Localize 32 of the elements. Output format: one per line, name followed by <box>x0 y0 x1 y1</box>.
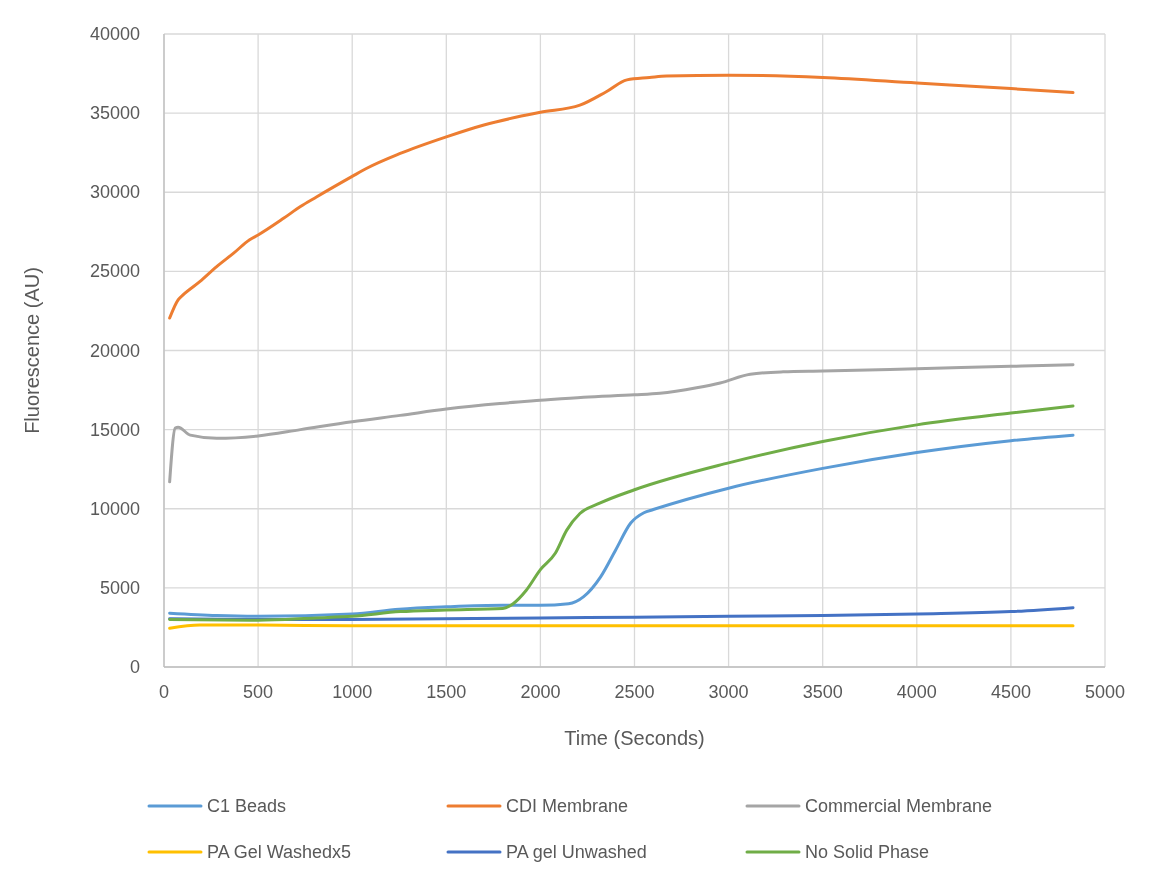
y-tick-label: 10000 <box>89 498 140 519</box>
x-tick-label: 5000 <box>1084 682 1126 702</box>
y-tick-label: 35000 <box>89 103 140 124</box>
x-tick-label: 3000 <box>708 682 749 702</box>
x-tick-label: 1000 <box>332 682 373 702</box>
legend-label: PA gel Unwashed <box>506 842 647 862</box>
legend-label: C1 Beads <box>207 796 287 816</box>
legend-label: Commercial Membrane <box>805 796 993 816</box>
x-tick-label: 4500 <box>990 682 1031 702</box>
x-tick-label: 2500 <box>614 682 655 702</box>
x-tick-label: 2000 <box>520 682 561 702</box>
y-tick-label: 30000 <box>89 182 140 203</box>
line-series <box>168 73 1075 320</box>
legend-label: CDI Membrane <box>506 796 629 816</box>
legend-label: PA Gel Washedx5 <box>207 842 352 862</box>
y-tick-label: 20000 <box>89 340 140 361</box>
y-tick-label: 40000 <box>89 24 140 44</box>
line-series <box>168 433 1075 618</box>
x-tick-label: 500 <box>243 682 274 702</box>
legend-label: No Solid Phase <box>805 842 930 862</box>
line-series <box>168 404 1075 622</box>
y-axis-title: Fluorescence (AU) <box>21 267 43 434</box>
y-tick-label: 5000 <box>99 577 140 598</box>
x-tick-label: 4000 <box>896 682 937 702</box>
x-tick-label: 3500 <box>802 682 843 702</box>
y-tick-label: 15000 <box>89 419 140 440</box>
x-tick-label: 0 <box>158 682 170 702</box>
y-tick-label: 0 <box>129 657 140 677</box>
x-axis-title: Time (Seconds) <box>564 727 705 749</box>
y-tick-label: 25000 <box>89 261 140 282</box>
x-tick-label: 1500 <box>426 682 467 702</box>
line-series <box>168 363 1075 484</box>
